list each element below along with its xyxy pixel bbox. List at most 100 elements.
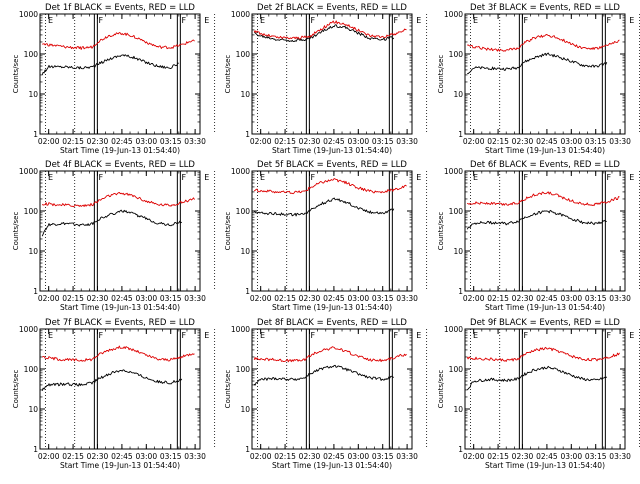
series-events-line xyxy=(254,24,395,43)
x-tick-label: 02:45 xyxy=(323,137,345,146)
x-tick-label: 03:15 xyxy=(160,452,182,461)
x-tick-label: 03:00 xyxy=(347,294,369,303)
panel-det-1: Det 1f BLACK = Events, RED = LLD E F F E 1 10 1… xyxy=(12,3,216,155)
x-tick-label: 02:30 xyxy=(512,452,534,461)
flag-label: E xyxy=(416,16,421,25)
x-tick-label: 03:00 xyxy=(347,137,369,146)
x-tick-label: 02:15 xyxy=(62,452,84,461)
flag-label: F xyxy=(393,16,398,25)
x-tick-label: 02:00 xyxy=(463,452,485,461)
x-tick-label: 02:30 xyxy=(299,452,321,461)
flag-label: F xyxy=(310,331,315,340)
y-tick-label: 1000 xyxy=(231,167,250,176)
y-tick-label: 100 xyxy=(24,207,39,216)
x-tick-label: 02:30 xyxy=(299,137,321,146)
y-axis-label: Counts/sec xyxy=(12,212,20,251)
series-events-line xyxy=(253,197,395,217)
y-tick-label: 100 xyxy=(449,50,464,59)
y-tick-label: 1000 xyxy=(444,10,463,19)
y-tick-label: 10 xyxy=(28,247,38,256)
flag-label: F xyxy=(98,173,103,182)
x-tick-label: 02:30 xyxy=(512,137,534,146)
series-events-line xyxy=(466,365,608,391)
panel-title: Det 2f BLACK = Events, RED = LLD xyxy=(257,3,407,13)
x-axis-label: Start Time (19-Jun-13 01:54:40) xyxy=(60,461,180,470)
y-tick-label: 1 xyxy=(33,287,38,296)
series-lld-line xyxy=(253,20,407,40)
plot-frame xyxy=(251,170,413,292)
y-tick-label: 1 xyxy=(458,130,463,139)
x-axis-label: Start Time (19-Jun-13 01:54:40) xyxy=(60,303,180,312)
panel-det-2: Det 2f BLACK = Events, RED = LLD E F F E 1 10 1… xyxy=(224,3,428,155)
x-tick-label: 03:30 xyxy=(396,294,418,303)
flag-label: F xyxy=(181,173,186,182)
flag-label: E xyxy=(260,173,265,182)
x-tick-label: 02:00 xyxy=(38,137,60,146)
x-tick-label: 03:00 xyxy=(135,294,157,303)
flag-label: E xyxy=(204,16,209,25)
plot-frame xyxy=(464,328,626,450)
flag-label: E xyxy=(48,331,53,340)
x-tick-label: 03:30 xyxy=(609,452,631,461)
y-tick-label: 10 xyxy=(453,405,463,414)
flag-label: F xyxy=(393,331,398,340)
flag-label: E xyxy=(260,16,265,25)
panel-det-8: Det 8f BLACK = Events, RED = LLD E F F E 1 10 1… xyxy=(224,318,428,470)
x-tick-label: 02:00 xyxy=(463,137,485,146)
x-tick-label: 03:15 xyxy=(372,137,394,146)
series-lld-line xyxy=(467,34,620,52)
x-tick-label: 03:00 xyxy=(560,294,582,303)
flag-label: E xyxy=(416,173,421,182)
y-tick-label: 1000 xyxy=(444,167,463,176)
flag-label: E xyxy=(473,331,478,340)
y-axis-label: Counts/sec xyxy=(224,212,232,251)
y-axis-label: Counts/sec xyxy=(437,370,445,409)
y-tick-label: 100 xyxy=(236,207,251,216)
flag-label: F xyxy=(181,16,186,25)
flag-label: E xyxy=(629,331,634,340)
y-tick-label: 1 xyxy=(458,287,463,296)
x-tick-label: 02:15 xyxy=(487,294,509,303)
series-events-line xyxy=(41,369,183,392)
series-events-line xyxy=(467,52,608,75)
y-tick-label: 1000 xyxy=(19,167,38,176)
y-axis-label: Counts/sec xyxy=(437,55,445,94)
x-tick-label: 03:00 xyxy=(135,452,157,461)
y-tick-label: 10 xyxy=(240,405,250,414)
y-tick-label: 10 xyxy=(240,247,250,256)
x-tick-label: 02:15 xyxy=(274,294,296,303)
x-tick-label: 02:00 xyxy=(463,294,485,303)
x-tick-label: 03:30 xyxy=(184,137,206,146)
x-tick-label: 02:15 xyxy=(62,294,84,303)
y-axis-label: Counts/sec xyxy=(224,55,232,94)
x-tick-label: 02:15 xyxy=(62,137,84,146)
y-tick-label: 10 xyxy=(240,90,250,99)
y-axis-label: Counts/sec xyxy=(12,55,20,94)
x-axis-label: Start Time (19-Jun-13 01:54:40) xyxy=(272,461,392,470)
x-tick-label: 02:30 xyxy=(299,294,321,303)
x-tick-label: 02:45 xyxy=(536,452,558,461)
series-lld-line xyxy=(253,178,407,195)
flag-label: F xyxy=(523,173,528,182)
x-tick-label: 03:00 xyxy=(560,452,582,461)
y-tick-label: 10 xyxy=(453,247,463,256)
panel-det-3: Det 3f BLACK = Events, RED = LLD E F F E 1 10 1… xyxy=(437,3,640,155)
panel-title: Det 9f BLACK = Events, RED = LLD xyxy=(470,318,620,328)
series-events-line xyxy=(41,209,183,237)
plot-frame xyxy=(251,13,413,135)
flag-label: E xyxy=(416,331,421,340)
x-tick-label: 03:15 xyxy=(160,137,182,146)
x-tick-label: 03:15 xyxy=(372,452,394,461)
y-tick-label: 1 xyxy=(245,130,250,139)
series-events-line xyxy=(466,209,607,230)
x-tick-label: 02:15 xyxy=(487,452,509,461)
series-lld-line xyxy=(42,32,195,50)
x-tick-label: 02:15 xyxy=(487,137,509,146)
y-tick-label: 10 xyxy=(28,90,38,99)
y-tick-label: 100 xyxy=(236,365,251,374)
series-events-line xyxy=(253,364,394,386)
y-tick-label: 10 xyxy=(453,90,463,99)
panel-title: Det 3f BLACK = Events, RED = LLD xyxy=(470,3,620,13)
plot-frame xyxy=(39,13,201,135)
